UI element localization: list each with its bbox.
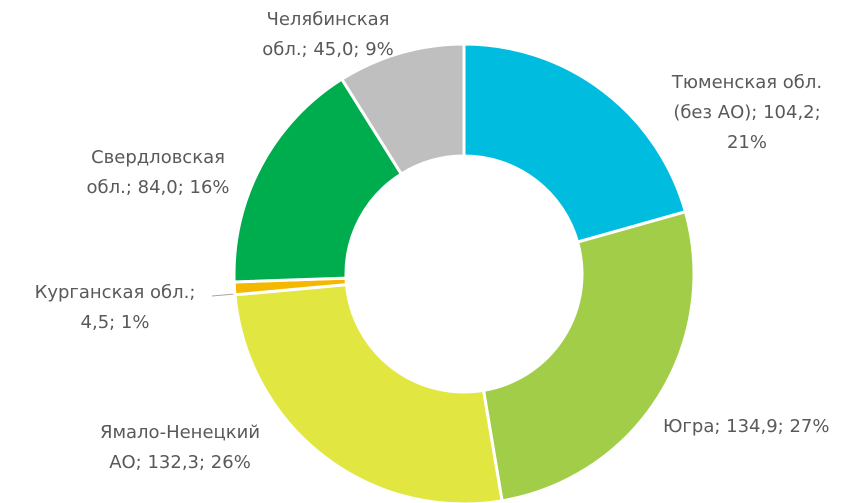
donut-slice: [232, 77, 404, 284]
donut-slice: [481, 209, 696, 503]
donut-slice: [462, 42, 688, 244]
data-label: (без АО); 104,2;: [673, 102, 820, 123]
data-label: обл.; 84,0; 16%: [87, 177, 230, 198]
donut-slice: [233, 283, 504, 503]
data-label: Курганская обл.;: [35, 282, 196, 303]
data-label: 21%: [727, 132, 767, 153]
data-label: Челябинская: [267, 9, 390, 30]
data-label: Югра; 134,9; 27%: [663, 416, 829, 437]
donut-slice: [339, 42, 466, 177]
data-label: обл.; 45,0; 9%: [262, 39, 394, 60]
data-label: Ямало-Ненецкий: [100, 422, 260, 443]
data-label: Свердловская: [91, 147, 225, 168]
data-label: 4,5; 1%: [81, 312, 150, 333]
data-label: Тюменская обл.: [671, 72, 822, 93]
data-label: АО; 132,3; 26%: [109, 452, 251, 473]
